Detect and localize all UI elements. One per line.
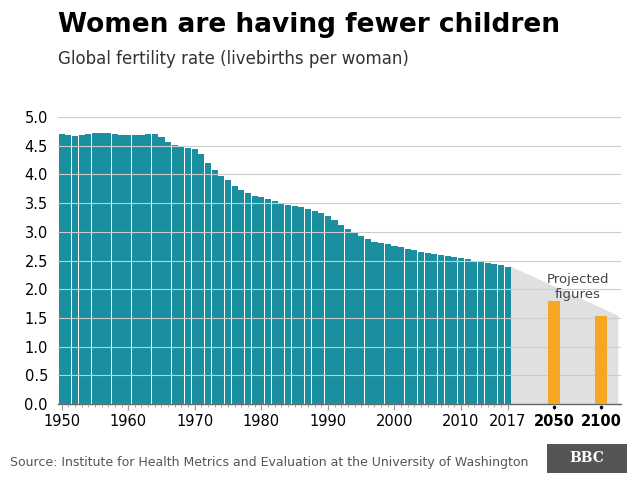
Text: Global fertility rate (livebirths per woman): Global fertility rate (livebirths per wo… (58, 50, 408, 68)
Bar (79, 135, 84, 404)
Bar (431, 254, 438, 404)
Bar (471, 261, 477, 404)
Bar (85, 134, 92, 404)
Bar (398, 247, 404, 404)
Bar (158, 137, 164, 404)
Bar (425, 253, 431, 404)
Bar (105, 133, 111, 404)
Bar (412, 250, 417, 404)
Polygon shape (511, 267, 618, 404)
Bar (205, 163, 211, 404)
Bar (285, 205, 291, 404)
Bar (595, 316, 607, 404)
Text: Projected
figures: Projected figures (547, 273, 609, 301)
Bar (332, 220, 338, 404)
Bar (351, 233, 358, 404)
Bar (132, 135, 138, 404)
Bar (212, 170, 218, 404)
Bar (265, 199, 271, 404)
Bar (252, 196, 258, 404)
Bar (112, 134, 118, 404)
Text: Women are having fewer children: Women are having fewer children (58, 12, 559, 38)
Bar (404, 249, 411, 404)
Bar (392, 246, 397, 404)
Bar (548, 301, 560, 404)
Bar (345, 229, 351, 404)
Bar (172, 145, 178, 404)
Bar (99, 132, 104, 404)
Bar (125, 135, 131, 404)
Bar (438, 255, 444, 404)
Bar (378, 243, 384, 404)
Bar (371, 241, 378, 404)
Bar (478, 261, 484, 404)
Bar (325, 216, 331, 404)
Text: Source: Institute for Health Metrics and Evaluation at the University of Washing: Source: Institute for Health Metrics and… (10, 456, 528, 469)
Bar (292, 206, 298, 404)
Bar (185, 148, 191, 404)
Bar (445, 256, 451, 404)
Bar (458, 258, 464, 404)
Text: BBC: BBC (570, 451, 605, 466)
Bar (418, 252, 424, 404)
Bar (118, 135, 125, 404)
Bar (318, 213, 324, 404)
Bar (152, 134, 158, 404)
Bar (498, 265, 504, 404)
Bar (385, 244, 391, 404)
Bar (238, 190, 244, 404)
Bar (298, 207, 304, 404)
Bar (65, 135, 71, 404)
Bar (338, 225, 344, 404)
Bar (191, 149, 198, 404)
Bar (225, 180, 231, 404)
Bar (179, 146, 184, 404)
Bar (245, 194, 251, 404)
Bar (145, 134, 151, 404)
Bar (58, 134, 65, 404)
Bar (138, 135, 145, 404)
Bar (492, 264, 497, 404)
Bar (365, 239, 371, 404)
Bar (278, 203, 284, 404)
Bar (232, 186, 237, 404)
Bar (312, 211, 317, 404)
Bar (198, 154, 204, 404)
Bar (259, 197, 264, 404)
Bar (484, 263, 491, 404)
Bar (358, 237, 364, 404)
Bar (305, 209, 311, 404)
Bar (451, 257, 458, 404)
Bar (271, 201, 278, 404)
Bar (165, 142, 171, 404)
Bar (92, 133, 98, 404)
Bar (504, 267, 511, 404)
Bar (465, 260, 471, 404)
Bar (72, 136, 78, 404)
Bar (218, 175, 225, 404)
